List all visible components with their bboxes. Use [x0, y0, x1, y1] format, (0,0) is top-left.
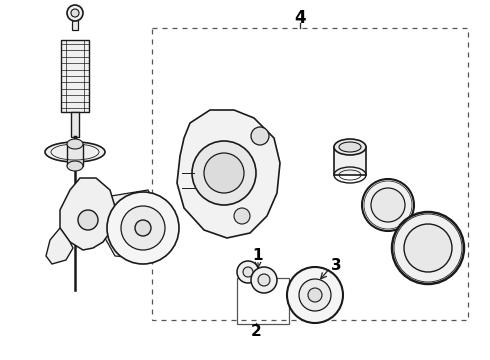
Circle shape — [251, 127, 269, 145]
Circle shape — [251, 267, 277, 293]
Circle shape — [234, 208, 250, 224]
Polygon shape — [177, 110, 280, 238]
Polygon shape — [105, 190, 155, 258]
Circle shape — [392, 212, 464, 284]
Circle shape — [258, 274, 270, 286]
Text: 1: 1 — [253, 248, 263, 262]
Circle shape — [404, 224, 452, 272]
Circle shape — [371, 188, 405, 222]
Circle shape — [243, 267, 253, 277]
Circle shape — [121, 206, 165, 250]
Ellipse shape — [67, 139, 83, 149]
Bar — [67, 144, 83, 166]
Bar — [152, 28, 468, 320]
Circle shape — [299, 279, 331, 311]
Text: 4: 4 — [294, 9, 306, 27]
Circle shape — [78, 210, 98, 230]
Bar — [237, 278, 289, 324]
Ellipse shape — [339, 142, 361, 152]
Bar — [61, 40, 89, 112]
Circle shape — [237, 261, 259, 283]
Circle shape — [362, 179, 414, 231]
Circle shape — [287, 267, 343, 323]
Circle shape — [308, 288, 322, 302]
Bar — [71, 112, 79, 137]
Ellipse shape — [45, 142, 105, 162]
Circle shape — [71, 9, 79, 17]
Polygon shape — [46, 228, 73, 264]
Ellipse shape — [334, 139, 366, 155]
Text: 2: 2 — [250, 324, 261, 339]
Bar — [72, 20, 78, 30]
Ellipse shape — [67, 161, 83, 171]
Circle shape — [107, 192, 179, 264]
Circle shape — [135, 220, 151, 236]
Bar — [334, 147, 366, 175]
Circle shape — [192, 141, 256, 205]
Circle shape — [67, 5, 83, 21]
Circle shape — [204, 153, 244, 193]
Text: 3: 3 — [331, 257, 342, 273]
Polygon shape — [60, 178, 116, 250]
